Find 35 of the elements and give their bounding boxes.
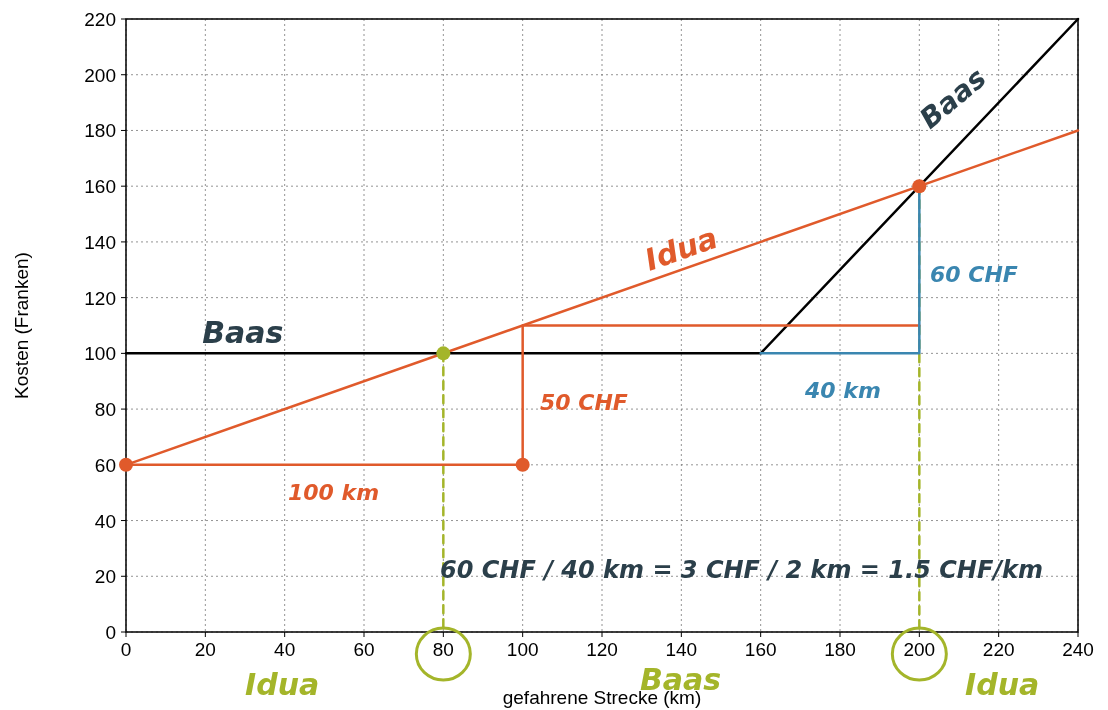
y-tick-label: 20 [94,566,116,588]
y-tick-label: 140 [84,231,116,253]
y-tick-label: 40 [94,510,116,532]
x-tick-label: 180 [824,639,856,660]
series-label: Baas [202,315,284,351]
x-tick-label: 40 [274,639,296,660]
annotation: 60 CHF / 40 km = 3 CHF / 2 km = 1.5 CHF/km [440,556,1044,584]
x-tick-label: 140 [665,639,698,660]
x-tick-label: 120 [586,639,618,660]
y-tick-label: 160 [84,176,116,198]
x-tick-label: 20 [194,639,216,660]
y-tick-label: 180 [84,120,116,142]
x-tick-label: 100 [506,639,539,660]
annotation: 40 km [804,378,881,403]
annotation: 100 km [288,480,380,505]
y-tick-label: 220 [84,9,116,30]
x-tick-label: 220 [982,639,1015,660]
text: Idua [640,219,722,278]
y-tick-label: 200 [84,64,116,86]
x-tick-label: 60 [353,639,375,660]
y-tick-label: 80 [94,399,116,421]
annotation: 50 CHF [540,390,628,415]
text: Idua [965,667,1040,702]
x-tick-label: 160 [744,639,777,660]
y-tick-label: 100 [84,343,116,365]
y-tick-label: 120 [84,287,116,309]
x-tick-label: 200 [903,639,936,660]
y-tick-label: 0 [105,622,116,643]
y-tick-label: 60 [94,454,116,476]
y-axis-title: Kosten (Franken) [11,252,32,399]
x-tick-label: 80 [432,639,454,660]
annotation: 60 CHF [930,262,1018,287]
x-tick-label: 240 [1062,639,1094,660]
text: Idua [245,667,320,702]
x-tick-label: 0 [120,639,132,660]
